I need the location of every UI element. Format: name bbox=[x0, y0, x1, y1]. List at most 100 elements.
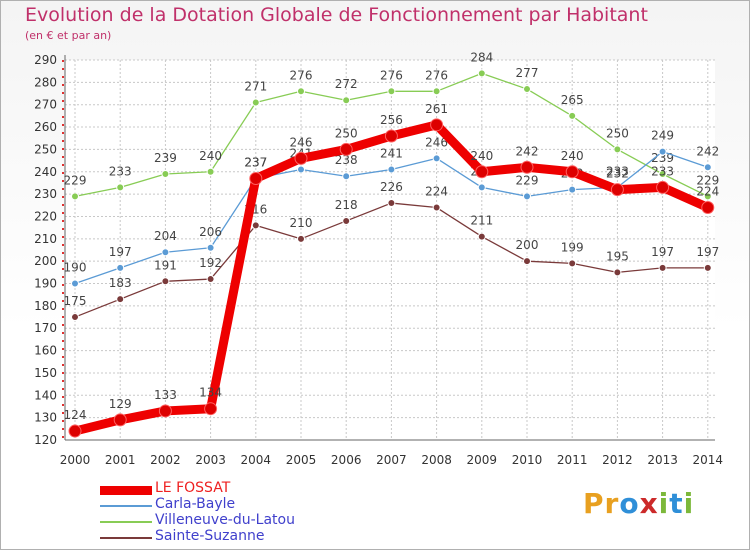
y-tick-label: 150 bbox=[34, 366, 57, 380]
data-label-villeneuve-du-latou: 277 bbox=[516, 66, 539, 80]
data-point-le-fossat bbox=[294, 151, 308, 165]
data-point-carla-bayle bbox=[387, 165, 396, 174]
data-point-villeneuve-du-latou bbox=[432, 87, 441, 96]
data-point-villeneuve-du-latou bbox=[523, 85, 531, 94]
logo-letter: i bbox=[658, 487, 670, 520]
data-label-villeneuve-du-latou: 265 bbox=[561, 93, 584, 107]
legend-swatch bbox=[100, 521, 152, 523]
x-tick-label: 2011 bbox=[557, 453, 588, 467]
y-tick-label: 170 bbox=[34, 321, 57, 335]
data-point-sainte-suzanne bbox=[251, 221, 260, 230]
chart-subtitle: (en € et par an) bbox=[25, 29, 112, 42]
data-point-sainte-suzanne bbox=[658, 263, 667, 272]
data-label-le-fossat: 124 bbox=[64, 408, 87, 422]
y-tick-label: 200 bbox=[34, 254, 57, 268]
proxiti-logo: Proxiti bbox=[583, 487, 694, 520]
data-label-sainte-suzanne: 191 bbox=[154, 258, 177, 272]
data-point-le-fossat bbox=[384, 129, 398, 143]
data-label-le-fossat: 246 bbox=[290, 135, 313, 149]
x-tick-label: 2012 bbox=[602, 453, 633, 467]
data-label-sainte-suzanne: 175 bbox=[64, 294, 87, 308]
data-point-carla-bayle bbox=[342, 172, 351, 181]
data-point-sainte-suzanne bbox=[116, 295, 125, 304]
data-label-villeneuve-du-latou: 272 bbox=[335, 77, 358, 91]
x-tick-label: 2001 bbox=[105, 453, 136, 467]
data-point-villeneuve-du-latou bbox=[297, 87, 305, 96]
data-label-sainte-suzanne: 210 bbox=[290, 216, 313, 230]
x-tick-label: 2005 bbox=[286, 453, 317, 467]
data-label-sainte-suzanne: 183 bbox=[109, 276, 132, 290]
x-tick-label: 2004 bbox=[241, 453, 272, 467]
data-label-carla-bayle: 242 bbox=[696, 144, 719, 158]
legend-swatch bbox=[100, 537, 152, 539]
data-label-villeneuve-du-latou: 271 bbox=[244, 79, 267, 93]
data-label-le-fossat: 133 bbox=[154, 388, 177, 402]
y-tick-label: 230 bbox=[34, 187, 57, 201]
data-point-carla-bayle bbox=[161, 248, 170, 257]
data-point-carla-bayle bbox=[477, 183, 486, 192]
y-tick-label: 240 bbox=[34, 165, 57, 179]
data-point-villeneuve-du-latou bbox=[251, 98, 260, 107]
y-tick-label: 180 bbox=[34, 299, 57, 313]
data-label-carla-bayle: 249 bbox=[651, 129, 674, 143]
y-tick-label: 140 bbox=[34, 388, 57, 402]
legend-label: Carla-Bayle bbox=[155, 496, 236, 512]
legend-label: Villeneuve-du-Latou bbox=[155, 512, 295, 528]
data-label-le-fossat: 237 bbox=[244, 155, 267, 169]
data-label-villeneuve-du-latou: 276 bbox=[425, 68, 448, 82]
y-tick-label: 190 bbox=[34, 277, 57, 291]
legend-swatch bbox=[100, 486, 152, 495]
data-point-le-fossat bbox=[701, 201, 715, 215]
y-tick-label: 290 bbox=[34, 53, 57, 67]
plot-area bbox=[65, 60, 715, 440]
data-point-villeneuve-du-latou bbox=[703, 192, 712, 201]
data-point-carla-bayle bbox=[568, 185, 577, 194]
data-label-sainte-suzanne: 199 bbox=[561, 240, 584, 254]
data-label-le-fossat: 256 bbox=[380, 113, 403, 127]
y-tick-label: 210 bbox=[34, 232, 57, 246]
data-point-villeneuve-du-latou bbox=[387, 87, 396, 96]
data-point-sainte-suzanne bbox=[387, 199, 396, 208]
data-label-carla-bayle: 237 bbox=[244, 155, 267, 169]
data-point-villeneuve-du-latou bbox=[568, 111, 577, 120]
data-label-carla-bayle: 238 bbox=[335, 153, 358, 167]
data-point-carla-bayle bbox=[523, 192, 531, 201]
x-tick-label: 2009 bbox=[467, 453, 498, 467]
data-point-villeneuve-du-latou bbox=[342, 96, 351, 105]
data-label-sainte-suzanne: 192 bbox=[199, 256, 222, 270]
data-label-villeneuve-du-latou: 250 bbox=[606, 126, 629, 140]
legend-label: Sainte-Suzanne bbox=[155, 528, 265, 544]
data-point-carla-bayle bbox=[71, 279, 79, 288]
x-tick-label: 2008 bbox=[421, 453, 452, 467]
x-tick-label: 2003 bbox=[195, 453, 226, 467]
data-label-le-fossat: 233 bbox=[651, 164, 674, 178]
x-tick-label: 2013 bbox=[647, 453, 678, 467]
data-label-villeneuve-du-latou: 240 bbox=[199, 149, 222, 163]
data-label-villeneuve-du-latou: 233 bbox=[109, 164, 132, 178]
data-point-le-fossat bbox=[475, 165, 489, 179]
data-point-carla-bayle bbox=[297, 165, 305, 174]
data-label-le-fossat: 240 bbox=[470, 149, 493, 163]
data-label-villeneuve-du-latou: 239 bbox=[154, 151, 177, 165]
x-tick-label: 2010 bbox=[512, 453, 543, 467]
y-tick-label: 270 bbox=[34, 98, 57, 112]
data-point-villeneuve-du-latou bbox=[206, 167, 215, 176]
data-point-villeneuve-du-latou bbox=[116, 183, 125, 192]
data-label-le-fossat: 242 bbox=[516, 144, 539, 158]
data-label-carla-bayle: 229 bbox=[516, 173, 539, 187]
data-point-sainte-suzanne bbox=[523, 257, 531, 266]
data-label-carla-bayle: 190 bbox=[64, 261, 87, 275]
data-label-le-fossat: 129 bbox=[109, 397, 132, 411]
logo-letter: r bbox=[604, 487, 620, 520]
data-label-sainte-suzanne: 200 bbox=[516, 238, 539, 252]
data-point-le-fossat bbox=[158, 404, 172, 418]
data-label-villeneuve-du-latou: 276 bbox=[380, 68, 403, 82]
data-point-carla-bayle bbox=[206, 243, 215, 252]
x-tick-label: 2007 bbox=[376, 453, 407, 467]
data-point-sainte-suzanne bbox=[342, 216, 351, 225]
data-point-sainte-suzanne bbox=[613, 268, 622, 277]
data-label-sainte-suzanne: 224 bbox=[425, 185, 448, 199]
data-label-sainte-suzanne: 195 bbox=[606, 249, 629, 263]
y-tick-label: 250 bbox=[34, 142, 57, 156]
